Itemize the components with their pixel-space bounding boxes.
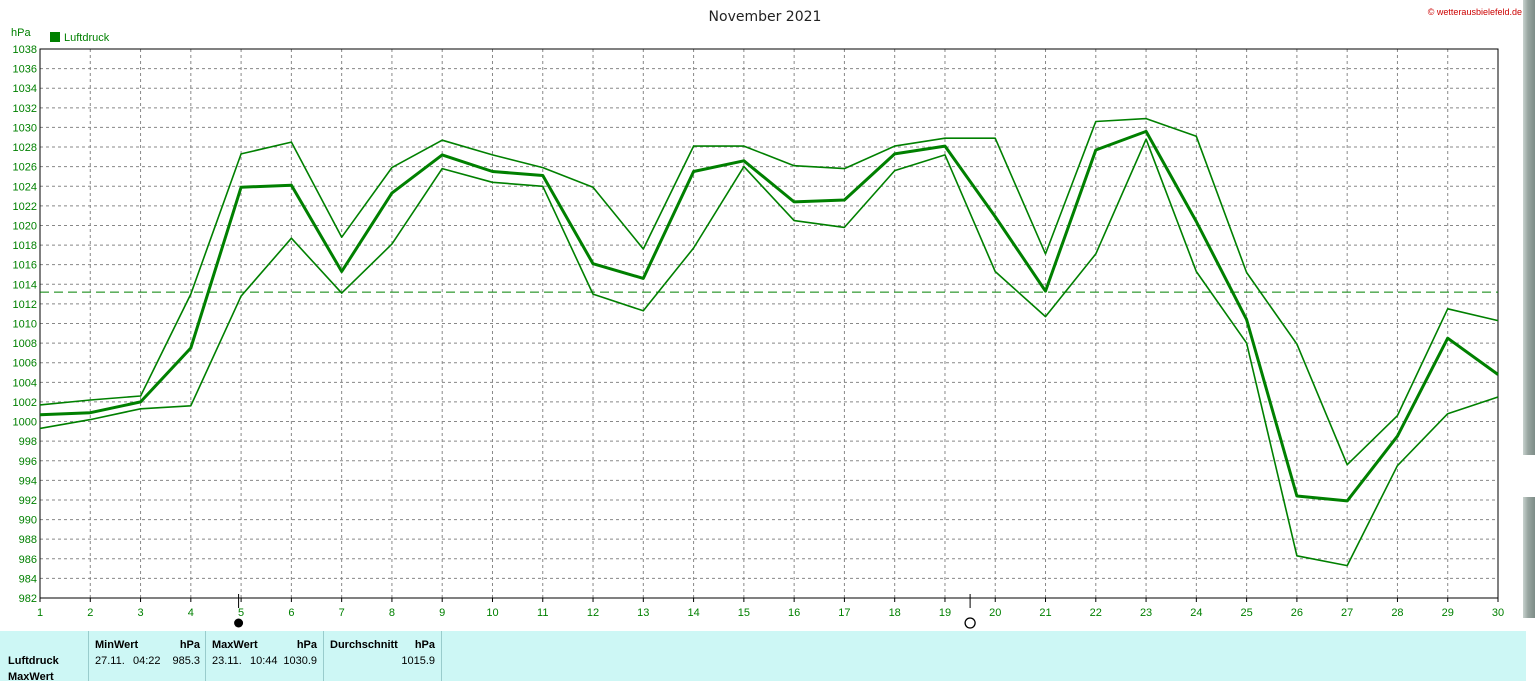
x-tick-label: 12 — [587, 607, 599, 619]
plot-area: 9829849869889909929949969981000100210041… — [13, 44, 1504, 629]
x-tick-label: 28 — [1391, 607, 1403, 619]
x-tick-label: 14 — [687, 607, 699, 619]
y-tick-label: 1008 — [13, 338, 37, 350]
y-tick-label: 1012 — [13, 299, 37, 311]
chart-title: November 2021 — [709, 9, 822, 25]
y-tick-label: 998 — [19, 436, 37, 448]
y-tick-label: 1014 — [13, 279, 37, 291]
y-tick-label: 982 — [19, 593, 37, 605]
y-tick-label: 1002 — [13, 397, 37, 409]
y-tick-label: 996 — [19, 456, 37, 468]
x-tick-label: 6 — [288, 607, 294, 619]
min-time: 04:22 — [133, 655, 161, 667]
x-tick-label: 30 — [1492, 607, 1504, 619]
max-unit: hPa — [296, 639, 317, 651]
min-header: MinWert — [95, 639, 139, 651]
x-tick-label: 15 — [738, 607, 750, 619]
x-tick-label: 26 — [1291, 607, 1303, 619]
average-unit: hPa — [414, 639, 435, 651]
y-tick-label: 990 — [19, 515, 37, 527]
y-tick-label: 1016 — [13, 260, 37, 272]
y-tick-label: 1018 — [13, 240, 37, 252]
y-tick-label: 1010 — [13, 319, 37, 331]
x-tick-label: 29 — [1442, 607, 1454, 619]
average-column: Durchschnitt hPa 1015.9 — [323, 631, 442, 681]
y-tick-label: 1038 — [13, 44, 37, 56]
x-tick-label: 4 — [188, 607, 194, 619]
x-tick-label: 19 — [939, 607, 951, 619]
min-date: 27.11. — [95, 655, 125, 667]
y-tick-label: 1020 — [13, 220, 37, 232]
x-tick-label: 16 — [788, 607, 800, 619]
x-tick-label: 20 — [989, 607, 1001, 619]
copyright-text: © wetterausbielefeld.de — [1428, 7, 1522, 17]
x-tick-label: 21 — [1039, 607, 1051, 619]
stats-row-label-2: MaxWert — [8, 671, 54, 683]
statistics-panel: Luftdruck MaxWert MinWert hPa 27.11. 04:… — [0, 631, 1526, 683]
max-column: MaxWert hPa 23.11. 10:44 1030.9 — [205, 631, 323, 681]
y-tick-label: 1024 — [13, 181, 37, 193]
x-tick-label: 2 — [87, 607, 93, 619]
series-line-min — [39, 138, 1499, 567]
stats-row-label: Luftdruck — [8, 655, 59, 667]
x-tick-label: 9 — [439, 607, 445, 619]
x-tick-label: 3 — [137, 607, 143, 619]
x-tick-label: 17 — [838, 607, 850, 619]
x-tick-label: 5 — [238, 607, 244, 619]
min-value: 985.3 — [172, 655, 200, 667]
legend-label: Luftdruck — [64, 32, 110, 44]
y-tick-label: 1028 — [13, 142, 37, 154]
min-unit: hPa — [179, 639, 200, 651]
y-tick-label: 988 — [19, 534, 37, 546]
y-tick-label: 1026 — [13, 162, 37, 174]
new-moon-icon — [234, 618, 244, 628]
y-tick-label: 1006 — [13, 358, 37, 370]
series-line-max — [39, 117, 1499, 466]
average-value: 1015.9 — [401, 655, 435, 667]
y-tick-label: 994 — [19, 475, 37, 487]
x-tick-label: 11 — [537, 607, 548, 619]
y-tick-label: 992 — [19, 495, 37, 507]
y-axis-unit: hPa — [11, 27, 31, 39]
x-tick-label: 24 — [1190, 607, 1202, 619]
y-tick-label: 1004 — [13, 377, 37, 389]
x-tick-label: 13 — [637, 607, 649, 619]
average-header: Durchschnitt — [330, 639, 398, 651]
x-tick-label: 23 — [1140, 607, 1152, 619]
y-tick-label: 1036 — [13, 64, 37, 76]
pressure-chart: November 2021 © wetterausbielefeld.de hP… — [11, 7, 1522, 629]
max-date: 23.11. — [212, 655, 242, 667]
window-edge — [1523, 0, 1535, 618]
y-tick-label: 1022 — [13, 201, 37, 213]
y-tick-label: 1030 — [13, 122, 37, 134]
plot-frame — [39, 48, 1499, 599]
min-column: MinWert hPa 27.11. 04:22 985.3 — [88, 631, 206, 681]
legend-swatch — [50, 32, 60, 42]
y-tick-label: 1000 — [13, 417, 37, 429]
y-tick-label: 1034 — [13, 83, 37, 95]
y-tick-label: 1032 — [13, 103, 37, 115]
x-tick-label: 1 — [37, 607, 43, 619]
y-tick-label: 984 — [19, 573, 37, 585]
max-time: 10:44 — [250, 655, 278, 667]
x-tick-label: 25 — [1240, 607, 1252, 619]
x-tick-label: 22 — [1090, 607, 1102, 619]
max-value: 1030.9 — [283, 655, 317, 667]
x-tick-label: 18 — [889, 607, 901, 619]
x-tick-label: 8 — [389, 607, 395, 619]
x-tick-label: 7 — [339, 607, 345, 619]
y-tick-label: 986 — [19, 554, 37, 566]
x-tick-label: 27 — [1341, 607, 1353, 619]
full-moon-icon — [964, 617, 976, 629]
series-line-mean — [39, 129, 1499, 503]
max-header: MaxWert — [212, 639, 258, 651]
x-tick-label: 10 — [486, 607, 498, 619]
